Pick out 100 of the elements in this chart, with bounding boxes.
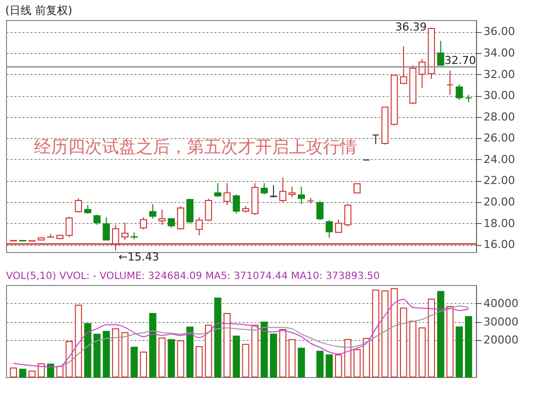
candlestick xyxy=(372,134,380,145)
y-tick-label: 30000 xyxy=(484,315,518,328)
candlestick xyxy=(418,58,426,89)
annotation: 36.39 xyxy=(395,20,427,34)
candlestick xyxy=(288,186,296,198)
candlestick xyxy=(121,222,128,240)
candlestick xyxy=(177,206,184,230)
bar xyxy=(270,334,278,378)
bar xyxy=(316,350,324,378)
bar xyxy=(84,323,92,378)
candlestick xyxy=(214,182,222,198)
text: VOL(5,10) VVOL: - VOLUME: 324684.09 MA5: 371074.44 MA10: 373893.50 xyxy=(6,271,380,282)
bar xyxy=(354,349,361,378)
bar xyxy=(362,338,370,378)
bar xyxy=(409,320,416,378)
bar xyxy=(149,313,156,378)
y-tick-label: 30.00 xyxy=(484,89,515,102)
bar xyxy=(372,290,380,378)
bar xyxy=(47,364,54,378)
y-tick-label: 28.00 xyxy=(484,110,515,124)
candlestick xyxy=(204,198,212,222)
bar xyxy=(456,326,463,378)
y-tick-label: 24.00 xyxy=(484,152,515,166)
bar xyxy=(38,363,45,378)
candlestick xyxy=(465,94,472,103)
bar xyxy=(446,306,454,378)
bar xyxy=(390,288,398,378)
candlestick xyxy=(66,216,73,238)
candlestick xyxy=(354,183,361,194)
candlestick xyxy=(270,184,278,198)
y-tick-label: 40000 xyxy=(484,296,518,310)
bar xyxy=(28,370,36,378)
bar xyxy=(140,352,148,378)
candlestick xyxy=(260,182,268,196)
bar xyxy=(326,354,333,378)
y-tick-label: 34.00 xyxy=(484,46,515,60)
bar xyxy=(400,308,408,378)
chart-title: (日线 前复权) xyxy=(5,4,72,17)
bar xyxy=(204,324,212,378)
bar xyxy=(437,290,444,378)
bar xyxy=(74,304,82,378)
bar xyxy=(279,329,286,378)
candlestick xyxy=(437,40,444,66)
bar xyxy=(93,334,101,378)
bar xyxy=(168,339,175,378)
bar xyxy=(186,326,194,378)
annotation: ←15.43 xyxy=(118,250,160,264)
y-tick-label: 20.00 xyxy=(484,195,515,208)
y-tick-label: 16.00 xyxy=(484,238,515,252)
ref-line-label: 32.70 xyxy=(444,54,476,67)
candlestick xyxy=(279,177,286,202)
bar xyxy=(177,340,184,378)
candlestick xyxy=(140,216,148,230)
candlestick xyxy=(149,204,156,220)
bar xyxy=(224,313,231,378)
bar xyxy=(158,337,166,378)
y-tick-label: 36.00 xyxy=(484,25,515,38)
bar xyxy=(196,346,203,378)
bar xyxy=(66,340,73,378)
bar xyxy=(121,332,128,378)
candlestick xyxy=(334,219,342,234)
candlestick xyxy=(400,46,408,84)
annotation: 经历四次试盘之后，第五次才开启上攻行情 xyxy=(34,138,358,158)
y-tick-label: 26.00 xyxy=(484,132,515,145)
bar xyxy=(112,328,120,378)
y-tick-label: 18.00 xyxy=(484,216,515,230)
bar xyxy=(102,330,110,378)
bar xyxy=(10,367,17,378)
bar xyxy=(19,368,26,378)
bar xyxy=(418,327,426,378)
candlestick xyxy=(344,204,352,227)
candlestick xyxy=(446,70,454,96)
bar xyxy=(214,298,222,378)
candlestick xyxy=(298,186,305,205)
bar xyxy=(298,348,305,378)
y-tick-label: 32.00 xyxy=(484,68,515,81)
bar xyxy=(381,290,389,378)
bar xyxy=(242,344,250,378)
candlestick xyxy=(186,198,194,224)
candlestick xyxy=(224,182,231,206)
candlestick xyxy=(456,84,463,100)
bar xyxy=(130,346,138,378)
bar xyxy=(334,354,342,378)
bar xyxy=(232,336,240,378)
candlestick xyxy=(158,209,166,226)
line-series xyxy=(12,298,470,368)
bar xyxy=(428,298,435,378)
y-tick-label: 22.00 xyxy=(484,174,515,188)
bar xyxy=(465,316,472,378)
bar xyxy=(288,339,296,378)
candlestick xyxy=(232,194,240,214)
candlestick xyxy=(102,216,110,241)
bar xyxy=(260,322,268,378)
candlestick xyxy=(74,198,82,214)
bar xyxy=(251,324,258,378)
bar xyxy=(56,366,64,378)
candlestick xyxy=(196,216,203,236)
bar xyxy=(344,338,352,378)
candlestick xyxy=(316,200,324,221)
candlestick xyxy=(326,220,333,238)
